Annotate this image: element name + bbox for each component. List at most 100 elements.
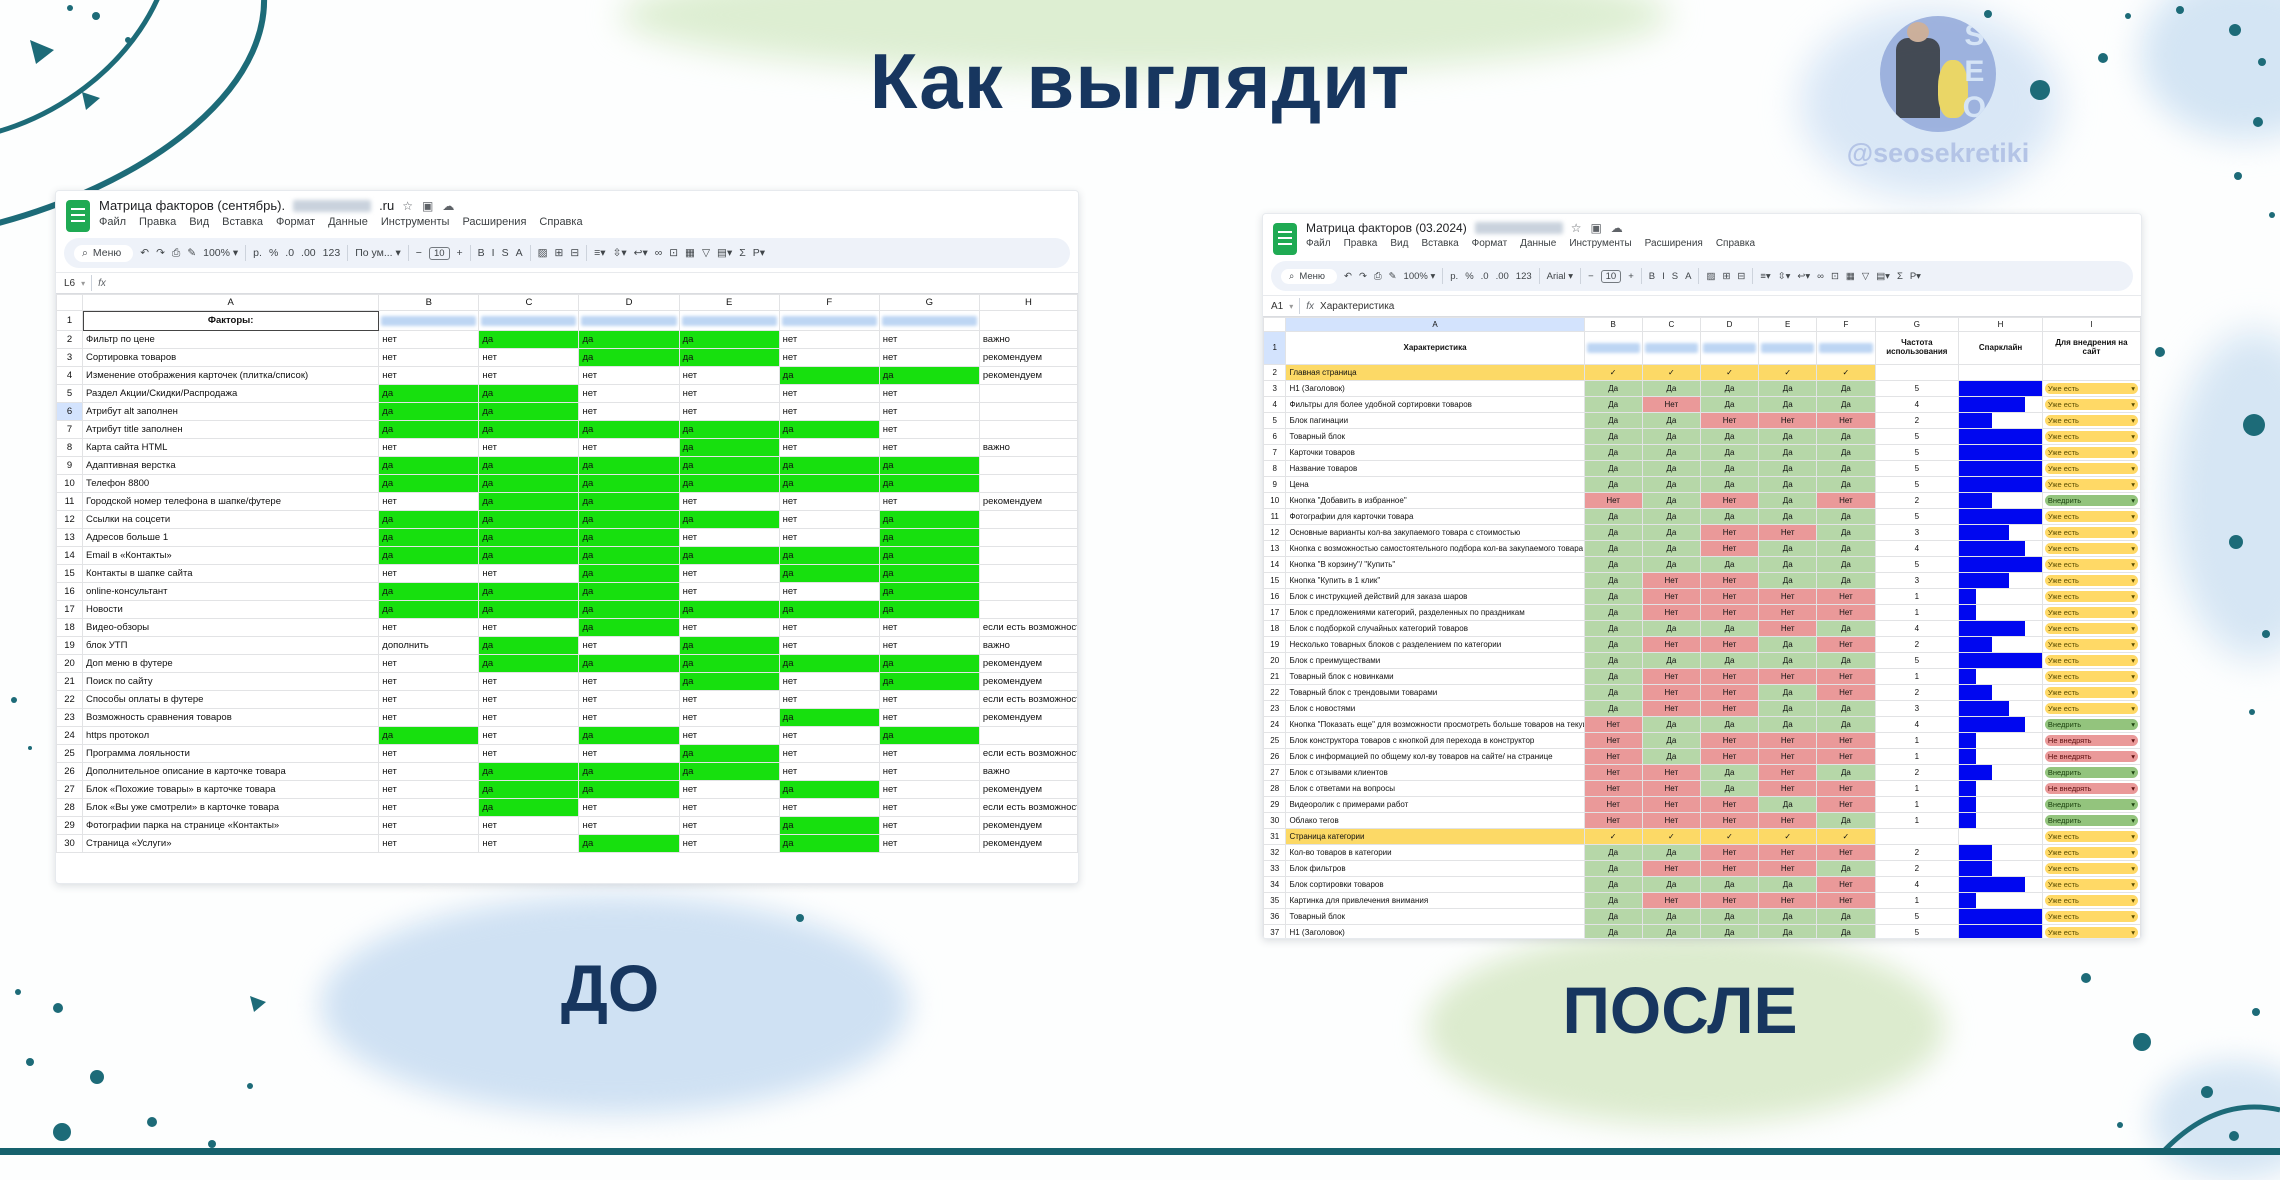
- row-number[interactable]: 36: [1263, 908, 1287, 925]
- menu-item-данные[interactable]: Данные: [328, 216, 368, 228]
- row-number[interactable]: 29: [1263, 796, 1287, 813]
- value-cell[interactable]: Да: [1699, 460, 1760, 477]
- italic-icon[interactable]: I: [1662, 270, 1665, 282]
- row-number[interactable]: 13: [1263, 540, 1287, 557]
- wrap-text-icon[interactable]: ↩▾: [1797, 270, 1811, 282]
- value-cell[interactable]: да: [578, 546, 680, 565]
- frequency-cell[interactable]: 1: [1874, 780, 1960, 797]
- row-number[interactable]: 28: [1263, 780, 1287, 797]
- value-cell[interactable]: Нет: [1699, 412, 1760, 429]
- borders-icon[interactable]: ⊞: [1722, 270, 1731, 282]
- zoom-select[interactable]: 100% ▾: [1403, 270, 1436, 282]
- value-cell[interactable]: Да: [1816, 380, 1876, 397]
- menu-item-вид[interactable]: Вид: [189, 216, 210, 228]
- row-number[interactable]: 37: [1263, 924, 1287, 938]
- frequency-cell[interactable]: 4: [1874, 716, 1960, 733]
- factor-label-cell[interactable]: Адресов больше 1: [82, 528, 380, 547]
- value-cell[interactable]: Да: [1583, 396, 1643, 413]
- frequency-cell[interactable]: 5: [1874, 476, 1960, 493]
- value-cell[interactable]: нет: [878, 438, 980, 457]
- value-cell[interactable]: да: [578, 510, 680, 529]
- factor-label-cell[interactable]: Возможность сравнения товаров: [82, 708, 380, 727]
- value-cell[interactable]: Нет: [1699, 668, 1760, 685]
- characteristic-label-cell[interactable]: Блок с инструкцией действий для заказа ш…: [1285, 588, 1585, 605]
- move-folder-icon[interactable]: ▣: [422, 198, 434, 213]
- value-cell[interactable]: да: [478, 762, 580, 781]
- characteristic-label-cell[interactable]: Кнопка "Добавить в избранное": [1285, 492, 1585, 509]
- star-icon[interactable]: ☆: [1570, 221, 1582, 235]
- characteristic-label-cell[interactable]: Блок с информацией по общему кол-ву това…: [1285, 748, 1585, 765]
- value-cell[interactable]: да: [378, 510, 480, 529]
- value-cell[interactable]: нет: [378, 798, 480, 817]
- column-header-C[interactable]: C: [478, 294, 580, 311]
- value-cell[interactable]: да: [478, 528, 580, 547]
- characteristic-label-cell[interactable]: Страница категории: [1285, 828, 1585, 845]
- action-cell[interactable]: Уже есть ▾: [2041, 828, 2141, 845]
- menu-item-вставка[interactable]: Вставка: [222, 216, 264, 228]
- frequency-cell[interactable]: 2: [1874, 684, 1960, 701]
- factor-label-cell[interactable]: Дополнительное описание в карточке товар…: [82, 762, 380, 781]
- factor-label-cell[interactable]: Программа лояльности: [82, 744, 380, 763]
- characteristic-label-cell[interactable]: Главная страница: [1285, 364, 1585, 381]
- note-cell[interactable]: рекомендуем: [978, 816, 1078, 835]
- sparkline-cell[interactable]: [1958, 636, 2043, 653]
- value-cell[interactable]: да: [778, 780, 880, 799]
- value-cell[interactable]: нет: [378, 618, 480, 637]
- sparkline-header[interactable]: Спарклайн: [1958, 331, 2043, 365]
- value-cell[interactable]: Да: [1758, 556, 1818, 573]
- value-cell[interactable]: Да: [1583, 460, 1643, 477]
- undo-icon[interactable]: ↶: [1344, 270, 1352, 282]
- value-cell[interactable]: нет: [378, 816, 480, 835]
- column-header-F[interactable]: F: [778, 294, 880, 311]
- action-dropdown[interactable]: Уже есть ▾: [2044, 415, 2138, 426]
- value-cell[interactable]: да: [378, 384, 480, 403]
- value-cell[interactable]: Нет: [1641, 668, 1701, 685]
- sparkline-cell[interactable]: [1958, 748, 2043, 765]
- value-cell[interactable]: нет: [478, 834, 580, 853]
- value-cell[interactable]: да: [578, 654, 680, 673]
- value-cell[interactable]: да: [378, 456, 480, 475]
- value-cell[interactable]: Да: [1816, 524, 1876, 541]
- frequency-cell[interactable]: [1874, 828, 1960, 845]
- action-cell[interactable]: Уже есть ▾: [2041, 636, 2141, 653]
- value-cell[interactable]: да: [778, 816, 880, 835]
- value-cell[interactable]: Да: [1758, 684, 1818, 701]
- characteristic-label-cell[interactable]: Блок пагинации: [1285, 412, 1585, 429]
- characteristic-label-cell[interactable]: Фотографии для карточки товара: [1285, 508, 1585, 525]
- action-header[interactable]: Для внедрения на сайт: [2041, 331, 2141, 365]
- value-cell[interactable]: да: [678, 654, 780, 673]
- sparkline-cell[interactable]: [1958, 540, 2043, 557]
- value-cell[interactable]: Да: [1583, 620, 1643, 637]
- frequency-cell[interactable]: 1: [1874, 732, 1960, 749]
- value-cell[interactable]: нет: [878, 384, 980, 403]
- action-dropdown[interactable]: Уже есть ▾: [2044, 911, 2138, 922]
- value-cell[interactable]: Да: [1583, 588, 1643, 605]
- value-cell[interactable]: нет: [578, 636, 680, 655]
- column-header-A[interactable]: A: [82, 294, 380, 311]
- action-cell[interactable]: Уже есть ▾: [2041, 460, 2141, 477]
- frequency-cell[interactable]: 4: [1874, 620, 1960, 637]
- value-cell[interactable]: Да: [1816, 652, 1876, 669]
- action-dropdown[interactable]: Уже есть ▾: [2044, 895, 2138, 906]
- value-cell[interactable]: да: [878, 600, 980, 619]
- characteristic-label-cell[interactable]: Блок с подборкой случайных категорий тов…: [1285, 620, 1585, 637]
- value-cell[interactable]: нет: [778, 528, 880, 547]
- sparkline-cell[interactable]: [1958, 428, 2043, 445]
- paint-format-icon[interactable]: ✎: [1388, 270, 1397, 282]
- sparkline-cell[interactable]: [1958, 780, 2043, 797]
- value-cell[interactable]: Нет: [1758, 764, 1818, 781]
- menu-item-справка[interactable]: Справка: [1715, 238, 1756, 249]
- section-check-cell[interactable]: ✓: [1641, 364, 1701, 381]
- sparkline-cell[interactable]: [1958, 444, 2043, 461]
- row-number[interactable]: 1: [56, 310, 84, 331]
- row-number[interactable]: 5: [1263, 412, 1287, 429]
- value-cell[interactable]: Нет: [1816, 796, 1876, 813]
- value-cell[interactable]: Да: [1583, 636, 1643, 653]
- value-cell[interactable]: Нет: [1816, 636, 1876, 653]
- sparkline-cell[interactable]: [1958, 652, 2043, 669]
- factor-label-cell[interactable]: Городской номер телефона в шапке/футере: [82, 492, 380, 511]
- value-cell[interactable]: Да: [1816, 924, 1876, 938]
- value-cell[interactable]: Нет: [1758, 780, 1818, 797]
- value-cell[interactable]: Да: [1641, 908, 1701, 925]
- value-cell[interactable]: Нет: [1641, 572, 1701, 589]
